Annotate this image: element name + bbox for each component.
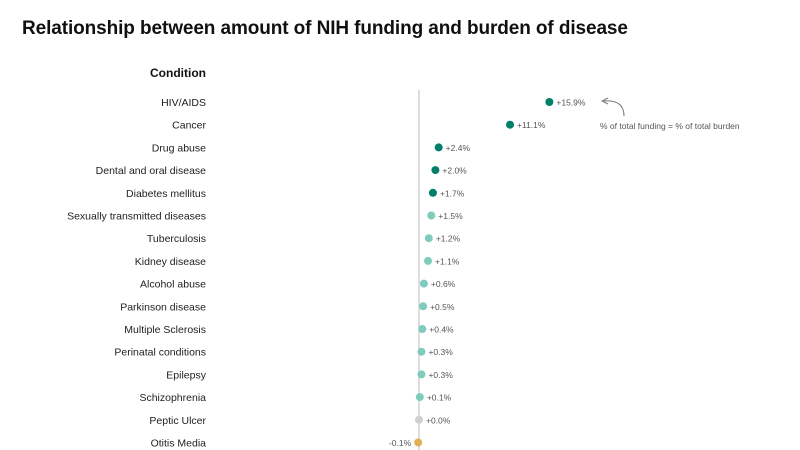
category-label: Kidney disease bbox=[135, 256, 206, 268]
data-point bbox=[417, 370, 426, 379]
data-label: +0.4% bbox=[429, 325, 454, 335]
data-label: +15.9% bbox=[556, 98, 586, 108]
data-point bbox=[415, 415, 423, 424]
data-label: +1.5% bbox=[438, 211, 463, 221]
data-label: +1.1% bbox=[435, 256, 460, 266]
category-label: Parkinson disease bbox=[120, 301, 206, 313]
data-point bbox=[427, 211, 436, 220]
annotation-text: % of total funding = % of total burden bbox=[600, 121, 740, 131]
data-label: +0.3% bbox=[428, 347, 453, 357]
data-label: +11.1% bbox=[517, 120, 546, 130]
category-label: Cancer bbox=[172, 120, 206, 132]
data-label: -0.1% bbox=[389, 438, 412, 448]
category-label: Perinatal conditions bbox=[114, 347, 206, 359]
data-point bbox=[545, 98, 554, 106]
data-label: +0.6% bbox=[431, 279, 456, 289]
category-label: Drug abuse bbox=[152, 142, 206, 154]
category-label: Sexually transmitted diseases bbox=[67, 211, 206, 223]
data-point bbox=[417, 347, 426, 356]
data-point bbox=[419, 302, 428, 311]
category-label: Tuberculosis bbox=[147, 233, 206, 245]
data-label: +2.0% bbox=[442, 166, 467, 176]
condition-column-header: Condition bbox=[150, 66, 206, 80]
data-point bbox=[415, 393, 424, 402]
category-label: Epilepsy bbox=[166, 369, 206, 381]
data-label: +1.2% bbox=[436, 234, 461, 244]
category-label: Schizophrenia bbox=[139, 392, 206, 404]
chart-title: Relationship between amount of NIH fundi… bbox=[22, 18, 628, 39]
data-label: +1.7% bbox=[440, 188, 465, 198]
data-point bbox=[414, 438, 423, 447]
annotation-arrowhead bbox=[600, 97, 609, 105]
category-label: Diabetes mellitus bbox=[126, 188, 206, 200]
category-label: Multiple Sclerosis bbox=[124, 324, 206, 336]
data-label: +0.5% bbox=[430, 302, 455, 312]
data-point bbox=[431, 166, 440, 175]
data-point bbox=[424, 234, 433, 243]
annotation-arrow bbox=[603, 100, 625, 117]
data-label: +0.1% bbox=[427, 393, 452, 403]
category-label: Peptic Ulcer bbox=[149, 415, 206, 427]
data-label: +2.4% bbox=[446, 143, 471, 153]
data-point bbox=[434, 143, 443, 152]
data-point bbox=[418, 325, 427, 333]
category-label: HIV/AIDS bbox=[161, 97, 206, 109]
category-label: Alcohol abuse bbox=[140, 279, 206, 291]
data-label: +0.3% bbox=[428, 370, 453, 380]
data-label: +0.0% bbox=[426, 415, 451, 425]
data-point bbox=[419, 279, 428, 288]
category-label: Otitis Media bbox=[151, 438, 207, 450]
category-label: Dental and oral disease bbox=[96, 165, 206, 177]
data-point bbox=[428, 188, 437, 197]
data-point bbox=[424, 256, 433, 265]
data-point bbox=[506, 120, 515, 129]
